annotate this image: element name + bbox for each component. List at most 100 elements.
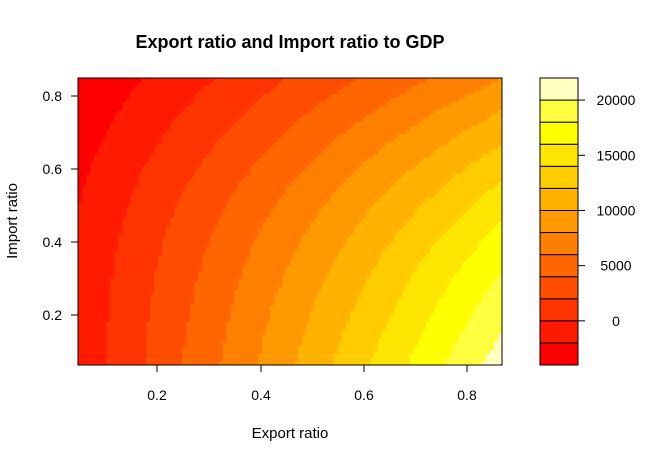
contour-cell xyxy=(294,314,299,319)
contour-cell xyxy=(270,182,275,187)
contour-cell xyxy=(138,282,143,287)
contour-cell xyxy=(250,162,255,167)
contour-cell xyxy=(234,286,239,291)
contour-cell xyxy=(242,258,247,263)
contour-cell xyxy=(186,82,191,87)
contour-cell xyxy=(118,354,123,359)
contour-cell xyxy=(90,330,95,335)
contour-cell xyxy=(126,214,131,219)
contour-cell xyxy=(242,202,247,207)
contour-cell xyxy=(262,310,267,315)
contour-cell xyxy=(106,242,111,247)
contour-cell xyxy=(254,130,259,135)
contour-cell xyxy=(138,134,143,139)
contour-cell xyxy=(290,178,295,183)
contour-cell xyxy=(250,330,255,335)
contour-cell xyxy=(234,270,239,275)
contour-cell xyxy=(170,266,175,271)
contour-cell xyxy=(322,350,327,355)
contour-cell xyxy=(162,182,167,187)
contour-cell xyxy=(234,118,239,123)
contour-cell xyxy=(194,226,199,231)
contour-cell xyxy=(266,310,271,315)
contour-cell xyxy=(130,186,135,191)
contour-cell xyxy=(298,210,303,215)
contour-cell xyxy=(282,106,287,111)
contour-cell xyxy=(178,150,183,155)
contour-cell xyxy=(242,286,247,291)
contour-cell xyxy=(130,226,135,231)
contour-cell xyxy=(138,114,143,119)
contour-cell xyxy=(146,306,151,311)
contour-cell xyxy=(142,210,147,215)
contour-cell xyxy=(142,254,147,259)
contour-cell xyxy=(290,126,295,131)
contour-cell xyxy=(322,230,327,235)
contour-cell xyxy=(218,222,223,227)
contour-cell xyxy=(346,122,351,127)
contour-cell xyxy=(94,258,99,263)
contour-cell xyxy=(206,262,211,267)
contour-cell xyxy=(126,362,131,365)
contour-cell xyxy=(250,186,255,191)
contour-cell xyxy=(166,86,171,91)
contour-cell xyxy=(334,86,339,91)
contour-cell xyxy=(322,150,327,155)
contour-cell xyxy=(246,358,251,363)
contour-cell xyxy=(202,298,207,303)
contour-cell xyxy=(294,230,299,235)
contour-cell xyxy=(350,238,355,243)
contour-cell xyxy=(306,126,311,131)
contour-cell xyxy=(94,330,99,335)
contour-cell xyxy=(190,278,195,283)
contour-cell xyxy=(342,250,347,255)
contour-cell xyxy=(286,94,291,99)
contour-cell xyxy=(190,194,195,199)
contour-cell xyxy=(162,254,167,259)
contour-cell xyxy=(354,130,359,135)
contour-cell xyxy=(86,354,91,359)
contour-cell xyxy=(102,278,107,283)
contour-cell xyxy=(214,222,219,227)
contour-cell xyxy=(278,350,283,355)
contour-cell xyxy=(146,94,151,99)
contour-cell xyxy=(230,142,235,147)
contour-cell xyxy=(282,142,287,147)
contour-cell xyxy=(170,186,175,191)
contour-cell xyxy=(290,278,295,283)
contour-cell xyxy=(186,286,191,291)
contour-cell xyxy=(258,194,263,199)
contour-cell xyxy=(330,206,335,211)
contour-cell xyxy=(322,226,327,231)
contour-cell xyxy=(234,190,239,195)
contour-cell xyxy=(346,90,351,95)
contour-cell xyxy=(242,254,247,259)
contour-cell xyxy=(266,138,271,143)
contour-cell xyxy=(186,210,191,215)
contour-cell xyxy=(118,78,123,83)
contour-cell xyxy=(310,222,315,227)
contour-cell xyxy=(222,334,227,339)
contour-cell xyxy=(226,286,231,291)
contour-cell xyxy=(322,310,327,315)
contour-cell xyxy=(186,202,191,207)
contour-cell xyxy=(94,314,99,319)
contour-cell xyxy=(250,178,255,183)
contour-cell xyxy=(198,270,203,275)
contour-cell xyxy=(118,334,123,339)
contour-cell xyxy=(142,354,147,359)
contour-cell xyxy=(222,170,227,175)
contour-cell xyxy=(326,266,331,271)
contour-cell xyxy=(174,330,179,335)
contour-cell xyxy=(198,82,203,87)
contour-cell xyxy=(158,314,163,319)
contour-cell xyxy=(146,194,151,199)
contour-cell xyxy=(110,218,115,223)
contour-cell xyxy=(150,358,155,363)
contour-cell xyxy=(234,82,239,87)
contour-cell xyxy=(254,322,259,327)
contour-cell xyxy=(278,318,283,323)
contour-cell xyxy=(342,338,347,343)
contour-cell xyxy=(174,238,179,243)
contour-cell xyxy=(242,270,247,275)
